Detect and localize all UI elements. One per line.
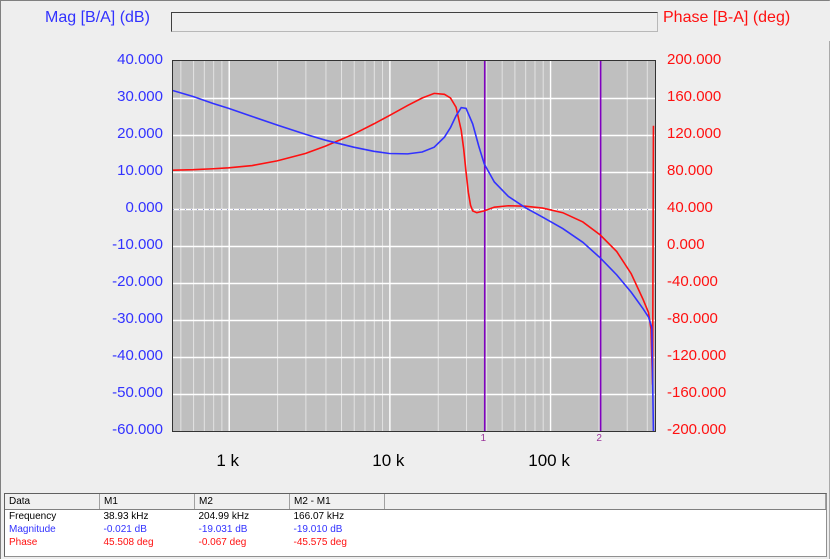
- phase-tick-label: -200.000: [667, 421, 727, 438]
- cell-frequency-m1: 38.93 kHz: [103, 511, 149, 522]
- table-header-row: Data M1 M2 M2 - M1: [5, 494, 826, 510]
- marker-label-1[interactable]: 1: [480, 433, 486, 444]
- magnitude-tick-label: -30.000: [112, 310, 163, 327]
- bode-plot-area[interactable]: [172, 60, 656, 432]
- cell-magnitude-m1: -0.021 dB: [103, 524, 147, 535]
- plot-canvas: [173, 61, 655, 431]
- row-label-phase: Phase: [9, 537, 38, 548]
- phase-tick-label: 120.000: [667, 125, 722, 142]
- phase-tick-label: 40.000: [667, 199, 713, 216]
- row-label-frequency: Frequency: [9, 511, 57, 522]
- marker-label-2[interactable]: 2: [596, 433, 602, 444]
- phase-axis-title: Phase [B-A] (deg): [663, 9, 791, 26]
- marker-data-table: Data M1 M2 M2 - M1 Frequency 38.93 kHz 2…: [5, 494, 826, 549]
- phase-tick-label: -80.000: [667, 310, 718, 327]
- frequency-tick-label: 100 k: [528, 451, 570, 470]
- cell-magnitude-spare: [385, 523, 826, 536]
- magnitude-tick-label: 20.000: [117, 125, 163, 142]
- phase-tick-label: -40.000: [667, 273, 718, 290]
- col-header-spare[interactable]: [384, 494, 826, 510]
- frequency-tick-label: 1 k: [216, 451, 240, 470]
- phase-tick-label: 160.000: [667, 88, 722, 105]
- col-header-data[interactable]: Data: [5, 494, 100, 510]
- phase-tick-label: -120.000: [667, 347, 727, 364]
- marker-cursor-lines[interactable]: [483, 61, 602, 431]
- phase-trace: [173, 92, 655, 385]
- phase-tick-label: 80.000: [667, 162, 713, 179]
- col-header-m2-m1[interactable]: M2 - M1: [289, 494, 385, 510]
- phase-tick-label: 200.000: [667, 51, 722, 68]
- phase-tick-label: 0.000: [667, 236, 705, 253]
- magnitude-trace: [173, 89, 655, 431]
- cell-frequency-m2: 204.99 kHz: [198, 511, 250, 522]
- magnitude-tick-label: -20.000: [112, 273, 163, 290]
- marker-data-panel: Data M1 M2 M2 - M1 Frequency 38.93 kHz 2…: [4, 493, 827, 557]
- cell-magnitude-delta: -19.010 dB: [293, 524, 343, 535]
- frequency-tick-label: 10 k: [372, 451, 405, 470]
- phase-tick-label: -160.000: [667, 384, 727, 401]
- table-row: Frequency 38.93 kHz 204.99 kHz 166.07 kH…: [5, 510, 826, 524]
- magnitude-tick-label: -10.000: [112, 236, 163, 253]
- cell-phase-m2: -0.067 deg: [198, 537, 247, 548]
- trace-expression-input[interactable]: [171, 12, 658, 32]
- cell-frequency-spare: [385, 510, 826, 524]
- magnitude-tick-label: -60.000: [112, 421, 163, 438]
- cell-magnitude-m2: -19.031 dB: [198, 524, 248, 535]
- table-row: Phase 45.508 deg -0.067 deg -45.575 deg: [5, 536, 826, 549]
- trace-header-bar: Mag [B/A] (dB) Phase [B-A] (deg): [1, 1, 830, 41]
- col-header-m1[interactable]: M1: [99, 494, 195, 510]
- row-label-magnitude: Magnitude: [9, 524, 56, 535]
- cell-phase-m1: 45.508 deg: [103, 537, 154, 548]
- magnitude-tick-label: 30.000: [117, 88, 163, 105]
- col-header-m2[interactable]: M2: [194, 494, 290, 510]
- cell-frequency-delta: 166.07 kHz: [293, 511, 345, 522]
- magnitude-tick-label: 40.000: [117, 51, 163, 68]
- magnitude-axis-title: Mag [B/A] (dB): [45, 9, 150, 26]
- table-row: Magnitude -0.021 dB -19.031 dB -19.010 d…: [5, 523, 826, 536]
- magnitude-tick-label: 10.000: [117, 162, 163, 179]
- magnitude-tick-label: -50.000: [112, 384, 163, 401]
- cell-phase-spare: [385, 536, 826, 549]
- cell-phase-delta: -45.575 deg: [293, 537, 347, 548]
- magnitude-tick-label: 0.000: [125, 199, 163, 216]
- magnitude-tick-label: -40.000: [112, 347, 163, 364]
